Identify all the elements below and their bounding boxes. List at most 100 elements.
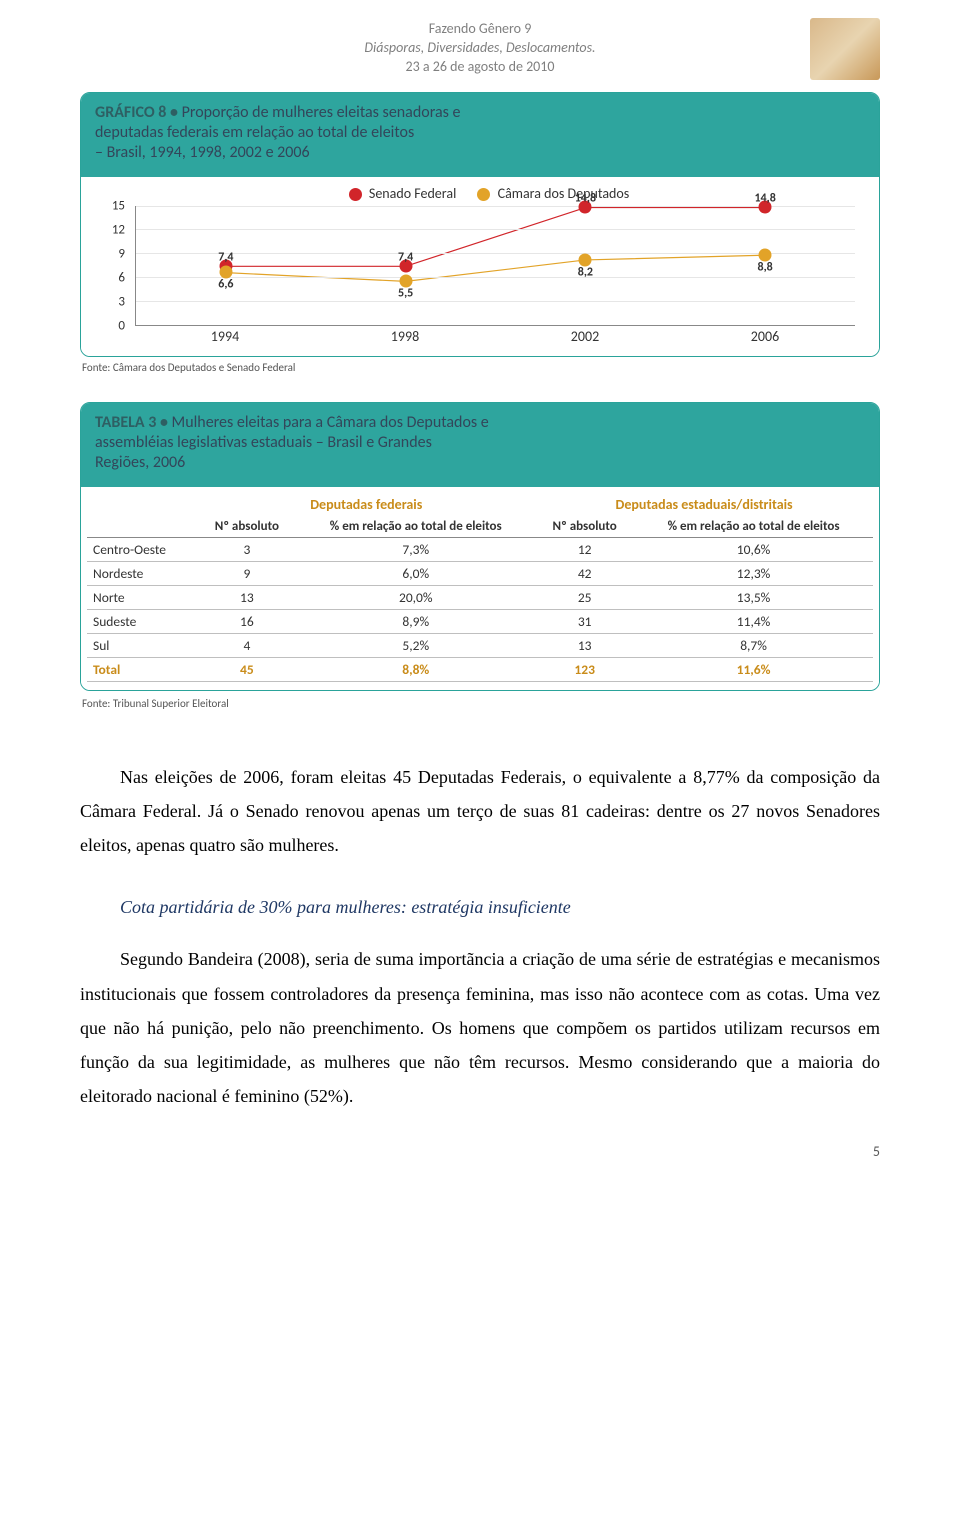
cell-value: 12,3% <box>634 561 873 585</box>
table-row: Centro-Oeste37,3%1210,6% <box>87 537 873 561</box>
data-label: 6,6 <box>218 278 233 292</box>
data-table: Deputadas federais Deputadas estaduais/d… <box>87 493 873 682</box>
page-number: 5 <box>80 1143 880 1160</box>
col-header-2: % em relação ao total de eleitos <box>296 516 535 538</box>
y-tick: 15 <box>95 198 125 213</box>
chart-title-line-1: Proporção de mulheres eleitas senadoras … <box>182 103 461 122</box>
data-label: 5,5 <box>398 287 413 301</box>
chart-title-line-2: deputadas federais em relação ao total d… <box>95 123 414 142</box>
data-label: 8,2 <box>578 265 593 279</box>
table-total-row: Total458,8%12311,6% <box>87 657 873 681</box>
x-label: 2002 <box>571 328 599 345</box>
gridline <box>136 253 855 254</box>
gridline <box>136 301 855 302</box>
data-point <box>579 253 592 266</box>
legend-label-camara: Câmara dos Deputados <box>498 185 630 202</box>
cell-value: 8,7% <box>634 633 873 657</box>
data-label: 8,8 <box>757 260 772 274</box>
gridline <box>136 277 855 278</box>
gridline <box>136 206 855 207</box>
cell-region: Sul <box>87 633 197 657</box>
cell-value: 31 <box>535 609 634 633</box>
table-column-header-row: Nº absoluto % em relação ao total de ele… <box>87 516 873 538</box>
data-point <box>399 275 412 288</box>
paragraph-1: Nas eleições de 2006, foram eleitas 45 D… <box>80 760 880 863</box>
cell-value: 11,6% <box>634 657 873 681</box>
cell-region: Centro-Oeste <box>87 537 197 561</box>
cell-value: 45 <box>197 657 296 681</box>
page-header: Fazendo Gênero 9 Diásporas, Diversidades… <box>80 20 880 77</box>
table-source: Fonte: Tribunal Superior Eleitoral <box>82 697 880 710</box>
table-rows: Centro-Oeste37,3%1210,6%Nordeste96,0%421… <box>87 537 873 681</box>
x-label: 1994 <box>211 328 239 345</box>
col-header-4: % em relação ao total de eleitos <box>634 516 873 538</box>
x-label: 1998 <box>391 328 419 345</box>
y-tick: 0 <box>95 318 125 333</box>
cell-value: 13,5% <box>634 585 873 609</box>
x-label: 2006 <box>751 328 779 345</box>
cell-value: 16 <box>197 609 296 633</box>
data-label: 7,4 <box>218 251 233 265</box>
cell-value: 123 <box>535 657 634 681</box>
table-title-line-2: assembléias legislativas estaduais – Bra… <box>95 433 432 452</box>
table-group-header-row: Deputadas federais Deputadas estaduais/d… <box>87 493 873 516</box>
cell-region: Norte <box>87 585 197 609</box>
cell-value: 9 <box>197 561 296 585</box>
data-label: 7,4 <box>398 251 413 265</box>
table-title-line-3: Regiões, 2006 <box>95 453 185 472</box>
data-label: 14,8 <box>575 192 596 206</box>
group-header-federais: Deputadas federais <box>197 493 535 516</box>
cell-region: Nordeste <box>87 561 197 585</box>
cell-value: 10,6% <box>634 537 873 561</box>
cell-value: 7,3% <box>296 537 535 561</box>
cell-value: 5,2% <box>296 633 535 657</box>
header-line-1: Fazendo Gênero 9 <box>80 20 880 39</box>
header-line-3: 23 a 26 de agosto de 2010 <box>80 58 880 77</box>
cell-value: 8,8% <box>296 657 535 681</box>
chart-title-bar: GRÁFICO 8 • Proporção de mulheres eleita… <box>81 93 879 177</box>
chart-area: 03691215 7,47,414,814,86,65,58,28,8 1994… <box>95 206 865 346</box>
y-tick: 6 <box>95 270 125 285</box>
cell-value: 13 <box>535 633 634 657</box>
table-title-line-1: Mulheres eleitas para a Câmara dos Deput… <box>172 413 489 432</box>
table-row: Sul45,2%138,7% <box>87 633 873 657</box>
cell-value: 42 <box>535 561 634 585</box>
body-text: Nas eleições de 2006, foram eleitas 45 D… <box>80 760 880 1114</box>
table-row: Norte1320,0%2513,5% <box>87 585 873 609</box>
table-body: Deputadas federais Deputadas estaduais/d… <box>81 487 879 690</box>
cell-value: 12 <box>535 537 634 561</box>
table-title-bar: TABELA 3 • Mulheres eleitas para a Câmar… <box>81 403 879 487</box>
subheading: Cota partidária de 30% para mulheres: es… <box>120 890 880 924</box>
table-row: Nordeste96,0%4212,3% <box>87 561 873 585</box>
cell-value: 20,0% <box>296 585 535 609</box>
y-tick: 3 <box>95 294 125 309</box>
chart-x-labels: 1994 1998 2002 2006 <box>135 328 855 346</box>
chart-lines-svg <box>136 206 855 325</box>
cell-region: Total <box>87 657 197 681</box>
table-label: TABELA 3 • <box>95 413 172 432</box>
chart-body: Senado Federal Câmara dos Deputados 0 3 6 9… <box>81 177 879 356</box>
data-label: 14,8 <box>754 192 775 206</box>
col-header-1: Nº absoluto <box>197 516 296 538</box>
gridline <box>136 229 855 230</box>
paragraph-2: Segundo Bandeira (2008), seria de suma i… <box>80 942 880 1113</box>
header-line-2: Diásporas, Diversidades, Deslocamentos. <box>80 39 880 58</box>
table-3-container: TABELA 3 • Mulheres eleitas para a Câmar… <box>80 402 880 691</box>
group-header-estaduais: Deputadas estaduais/distritais <box>535 493 873 516</box>
cell-region: Sudeste <box>87 609 197 633</box>
table-row: Sudeste168,9%3111,4% <box>87 609 873 633</box>
data-point <box>219 266 232 279</box>
header-logo-image <box>810 18 880 80</box>
cell-value: 3 <box>197 537 296 561</box>
chart-plot-area: 7,47,414,814,86,65,58,28,8 <box>135 206 855 326</box>
legend-dot-senado <box>349 188 362 201</box>
chart-source: Fonte: Câmara dos Deputados e Senado Fed… <box>82 361 880 374</box>
chart-label: GRÁFICO 8 • <box>95 103 182 122</box>
cell-value: 6,0% <box>296 561 535 585</box>
legend-dot-camara <box>477 188 490 201</box>
cell-value: 8,9% <box>296 609 535 633</box>
chart-title-line-3: – Brasil, 1994, 1998, 2002 e 2006 <box>95 143 310 162</box>
cell-value: 4 <box>197 633 296 657</box>
legend-label-senado: Senado Federal <box>369 185 456 202</box>
y-tick: 9 <box>95 246 125 261</box>
